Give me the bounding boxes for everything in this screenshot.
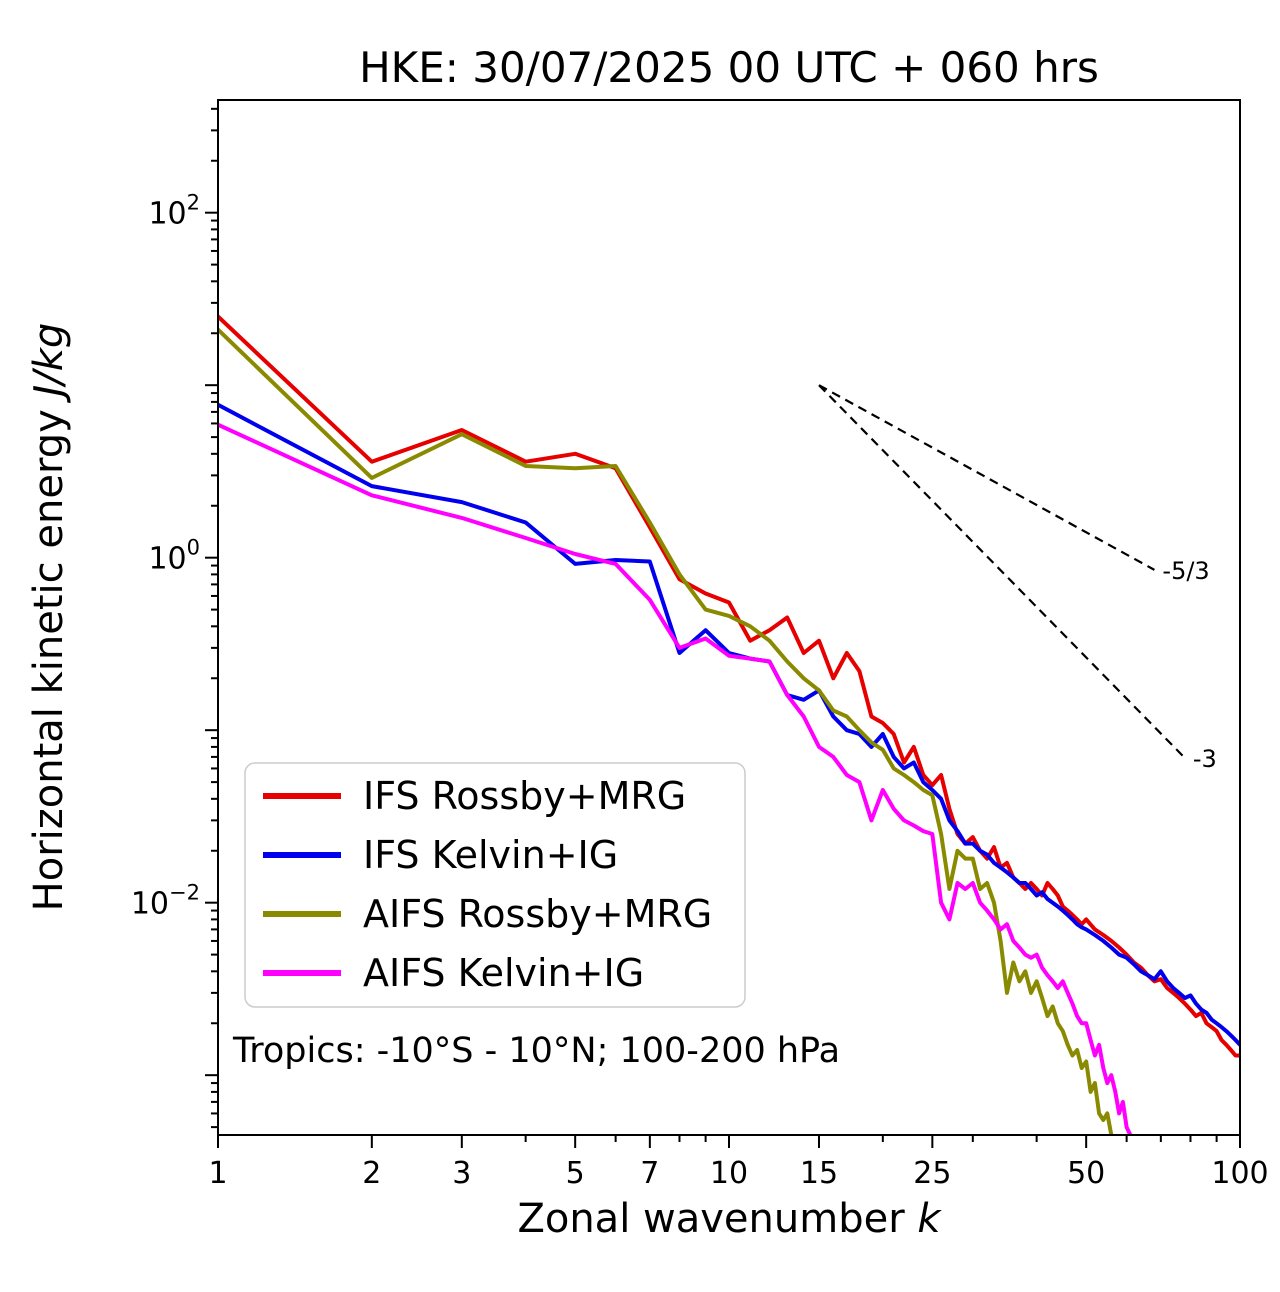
x-axis-label: Zonal wavenumber k (517, 1196, 942, 1242)
y-axis-label-symbol: J/kg (26, 323, 72, 404)
y-tick-label: 102 (148, 191, 200, 232)
plot-frame (217, 99, 1241, 1136)
reference-line-3 (818, 384, 1186, 759)
x-tick-label: 15 (800, 1156, 838, 1191)
series-line-ifs-rossby-mrg (218, 314, 1240, 1058)
region-annotation: Tropics: -10°S - 10°N; 100-200 hPa (232, 1031, 840, 1071)
legend-label-aifs-rossby-mrg: AIFS Rossby+MRG (363, 892, 712, 936)
chart-title: HKE: 30/07/2025 00 UTC + 060 hrs (359, 43, 1099, 92)
x-tick-label: 50 (1067, 1156, 1105, 1191)
x-axis-label-text: Zonal wavenumber (517, 1196, 917, 1242)
x-tick-label: 25 (913, 1156, 951, 1191)
series-line-aifs-kelvin-ig (218, 422, 1133, 1135)
reference-line-5-3 (818, 384, 1155, 571)
y-tick-label: 100 (148, 536, 200, 577)
x-tick-label: 1 (208, 1156, 227, 1191)
legend-item-ifs-kelvin-ig: IFS Kelvin+IG (263, 833, 618, 877)
legend-item-aifs-rossby-mrg: AIFS Rossby+MRG (263, 892, 712, 936)
plot-area: 1 2 3 5 7 10 15 25 50 100 102 100 10−2 -5/3 -3 (131, 99, 1269, 1191)
x-tick-label: 5 (566, 1156, 585, 1191)
legend: IFS Rossby+MRG IFS Kelvin+IG AIFS Rossby+M… (244, 762, 746, 1008)
legend-item-aifs-kelvin-ig: AIFS Kelvin+IG (263, 951, 644, 995)
x-tick-label: 2 (362, 1156, 381, 1191)
tick-labels: 1 2 3 5 7 10 15 25 50 100 102 100 10−2 (131, 191, 1269, 1191)
series-line-ifs-kelvin-ig (218, 402, 1240, 1047)
y-axis-label: Horizontal kinetic energy J/kg (26, 323, 72, 912)
x-tick-label: 100 (1211, 1156, 1268, 1191)
legend-box (244, 762, 746, 1008)
x-tick-label: 10 (710, 1156, 748, 1191)
reference-line-label-3: -3 (1193, 745, 1217, 773)
legend-label-ifs-kelvin-ig: IFS Kelvin+IG (363, 833, 618, 877)
y-tick-label: 10−2 (131, 881, 200, 922)
series-line-aifs-rossby-mrg (218, 327, 1114, 1135)
legend-label-ifs-rossby-mrg: IFS Rossby+MRG (363, 774, 686, 818)
x-tick-label: 7 (640, 1156, 659, 1191)
reference-line-label-5-3: -5/3 (1162, 557, 1209, 585)
legend-item-ifs-rossby-mrg: IFS Rossby+MRG (263, 774, 686, 818)
axis-ticks (205, 107, 1241, 1148)
x-tick-label: 3 (452, 1156, 471, 1191)
y-axis-label-text: Horizontal kinetic energy (26, 397, 72, 912)
x-axis-label-symbol: k (917, 1196, 942, 1242)
legend-label-aifs-kelvin-ig: AIFS Kelvin+IG (363, 951, 644, 995)
